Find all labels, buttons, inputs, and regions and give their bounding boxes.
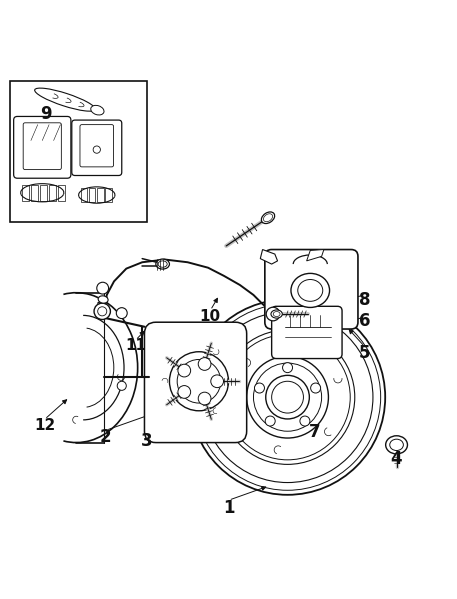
Circle shape: [97, 282, 109, 294]
Ellipse shape: [35, 88, 95, 111]
Text: 12: 12: [34, 418, 55, 433]
Bar: [11, 81, 147, 222]
Circle shape: [178, 364, 191, 377]
Text: 8: 8: [359, 291, 371, 310]
Circle shape: [198, 392, 211, 405]
Polygon shape: [260, 250, 277, 264]
Ellipse shape: [261, 212, 275, 223]
Circle shape: [311, 383, 321, 393]
FancyBboxPatch shape: [14, 116, 71, 179]
Circle shape: [300, 416, 310, 426]
Circle shape: [266, 307, 280, 321]
FancyBboxPatch shape: [265, 250, 358, 329]
Text: 9: 9: [40, 105, 52, 123]
Text: 11: 11: [125, 338, 146, 353]
FancyBboxPatch shape: [80, 125, 114, 167]
Ellipse shape: [98, 296, 108, 303]
Bar: [40, 184, 47, 201]
Text: 7: 7: [309, 423, 321, 441]
Bar: [22, 184, 29, 201]
Bar: [58, 184, 65, 201]
Ellipse shape: [386, 435, 408, 454]
Circle shape: [211, 375, 223, 388]
Bar: [81, 187, 87, 202]
Bar: [49, 184, 56, 201]
Text: 1: 1: [223, 498, 234, 516]
Bar: [31, 184, 38, 201]
Ellipse shape: [271, 310, 282, 318]
Circle shape: [170, 352, 228, 411]
Circle shape: [178, 386, 191, 398]
FancyBboxPatch shape: [23, 123, 61, 170]
Circle shape: [190, 300, 385, 495]
Circle shape: [282, 362, 292, 373]
FancyBboxPatch shape: [271, 306, 342, 359]
Text: 6: 6: [359, 312, 371, 330]
Polygon shape: [307, 250, 324, 261]
Circle shape: [117, 308, 127, 319]
Text: 4: 4: [391, 450, 402, 468]
Circle shape: [198, 358, 211, 370]
Circle shape: [247, 356, 329, 438]
FancyBboxPatch shape: [72, 120, 122, 176]
Text: 10: 10: [200, 309, 221, 324]
Bar: [97, 187, 104, 202]
Bar: [106, 187, 112, 202]
Ellipse shape: [291, 273, 329, 307]
Ellipse shape: [156, 259, 170, 269]
Circle shape: [94, 303, 111, 319]
Circle shape: [255, 383, 265, 393]
Bar: [89, 187, 96, 202]
Ellipse shape: [91, 105, 104, 115]
Text: 3: 3: [141, 432, 153, 450]
Text: 2: 2: [100, 428, 112, 446]
FancyBboxPatch shape: [144, 322, 247, 443]
Circle shape: [266, 376, 309, 419]
Circle shape: [117, 381, 126, 391]
Text: 5: 5: [359, 344, 371, 362]
Circle shape: [265, 416, 275, 426]
